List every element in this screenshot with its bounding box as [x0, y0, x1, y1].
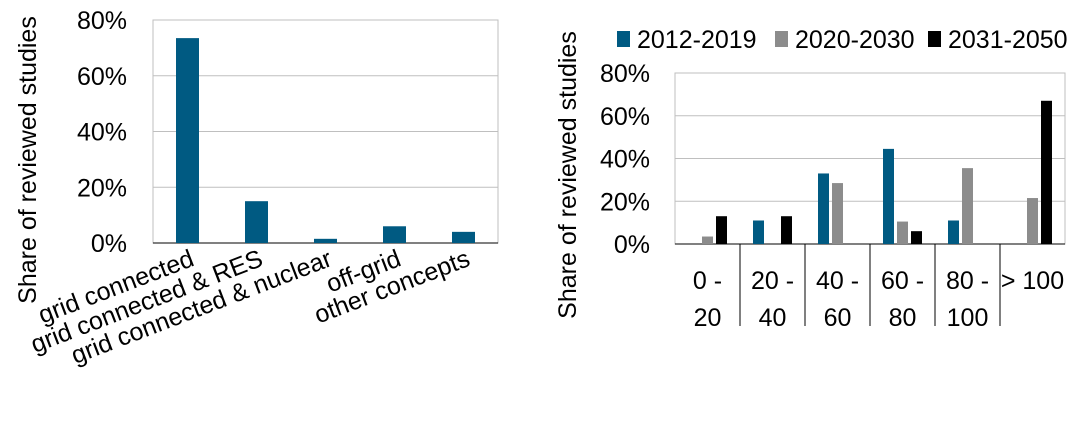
bar-2020-2030-4 — [897, 221, 908, 244]
bar-1 — [176, 38, 199, 244]
bar-2012-2019-4 — [883, 148, 894, 244]
bar-2031-2050-6 — [1041, 100, 1052, 244]
legend-swatch-3 — [928, 31, 941, 47]
legend-swatch-2 — [775, 31, 788, 47]
y-tick-label: 40% — [600, 146, 650, 174]
y-axis-label: Share of reviewed studies — [14, 16, 42, 304]
bar-5 — [452, 231, 475, 243]
x-tick-label: 40 - — [816, 267, 859, 295]
bar-2020-2030-3 — [832, 183, 843, 244]
chart-capacity-distribution: 0% 20% 40% 60% 80% Share of reviewed studies 2… — [554, 26, 1068, 332]
x-tick-label: > 100 — [1001, 267, 1064, 295]
y-tick-label: 20% — [600, 188, 650, 216]
bar-2031-2050-1 — [716, 216, 727, 244]
bar-3 — [314, 238, 337, 243]
x-tick-label: 20 — [694, 304, 722, 332]
bar-2031-2050-2 — [781, 216, 792, 244]
y-tick-label: 80% — [77, 7, 127, 35]
y-tick-label: 20% — [77, 174, 127, 202]
x-tick-label: 80 - — [946, 267, 989, 295]
y-tick-label: 80% — [600, 60, 650, 88]
x-tick-label: 60 — [824, 304, 852, 332]
legend-label-2: 2020-2030 — [795, 26, 915, 54]
bar-2012-2019-5 — [948, 220, 959, 244]
y-tick-label: 40% — [77, 119, 127, 147]
legend-label-1: 2012-2019 — [637, 26, 757, 54]
bar-2031-2050-4 — [911, 231, 922, 244]
bar-2 — [245, 201, 268, 243]
x-tick-label: 60 - — [881, 267, 924, 295]
bar-2020-2030-6 — [1027, 198, 1038, 244]
bar-4 — [383, 226, 406, 243]
x-tick-label: 0 - — [693, 267, 722, 295]
legend-label-3: 2031-2050 — [948, 26, 1068, 54]
x-tick-label: 100 — [947, 304, 989, 332]
bar-2012-2019-3 — [818, 173, 829, 244]
y-tick-label: 0% — [91, 230, 127, 258]
bar-2020-2030-1 — [702, 236, 713, 244]
chart-connection-concepts: 0%20%40%60%80%Share of reviewed studiesg… — [14, 7, 499, 370]
x-tick-label: 20 - — [751, 267, 794, 295]
y-tick-label: 60% — [77, 63, 127, 91]
y-tick-label: 60% — [600, 103, 650, 131]
y-tick-label: 0% — [614, 231, 650, 259]
bar-2020-2030-5 — [962, 168, 973, 244]
x-tick-label: 80 — [889, 304, 917, 332]
x-tick-label: 40 — [759, 304, 787, 332]
bar-2012-2019-2 — [753, 220, 764, 244]
y-axis-label: Share of reviewed studies — [554, 31, 582, 319]
legend-swatch-1 — [617, 31, 630, 47]
